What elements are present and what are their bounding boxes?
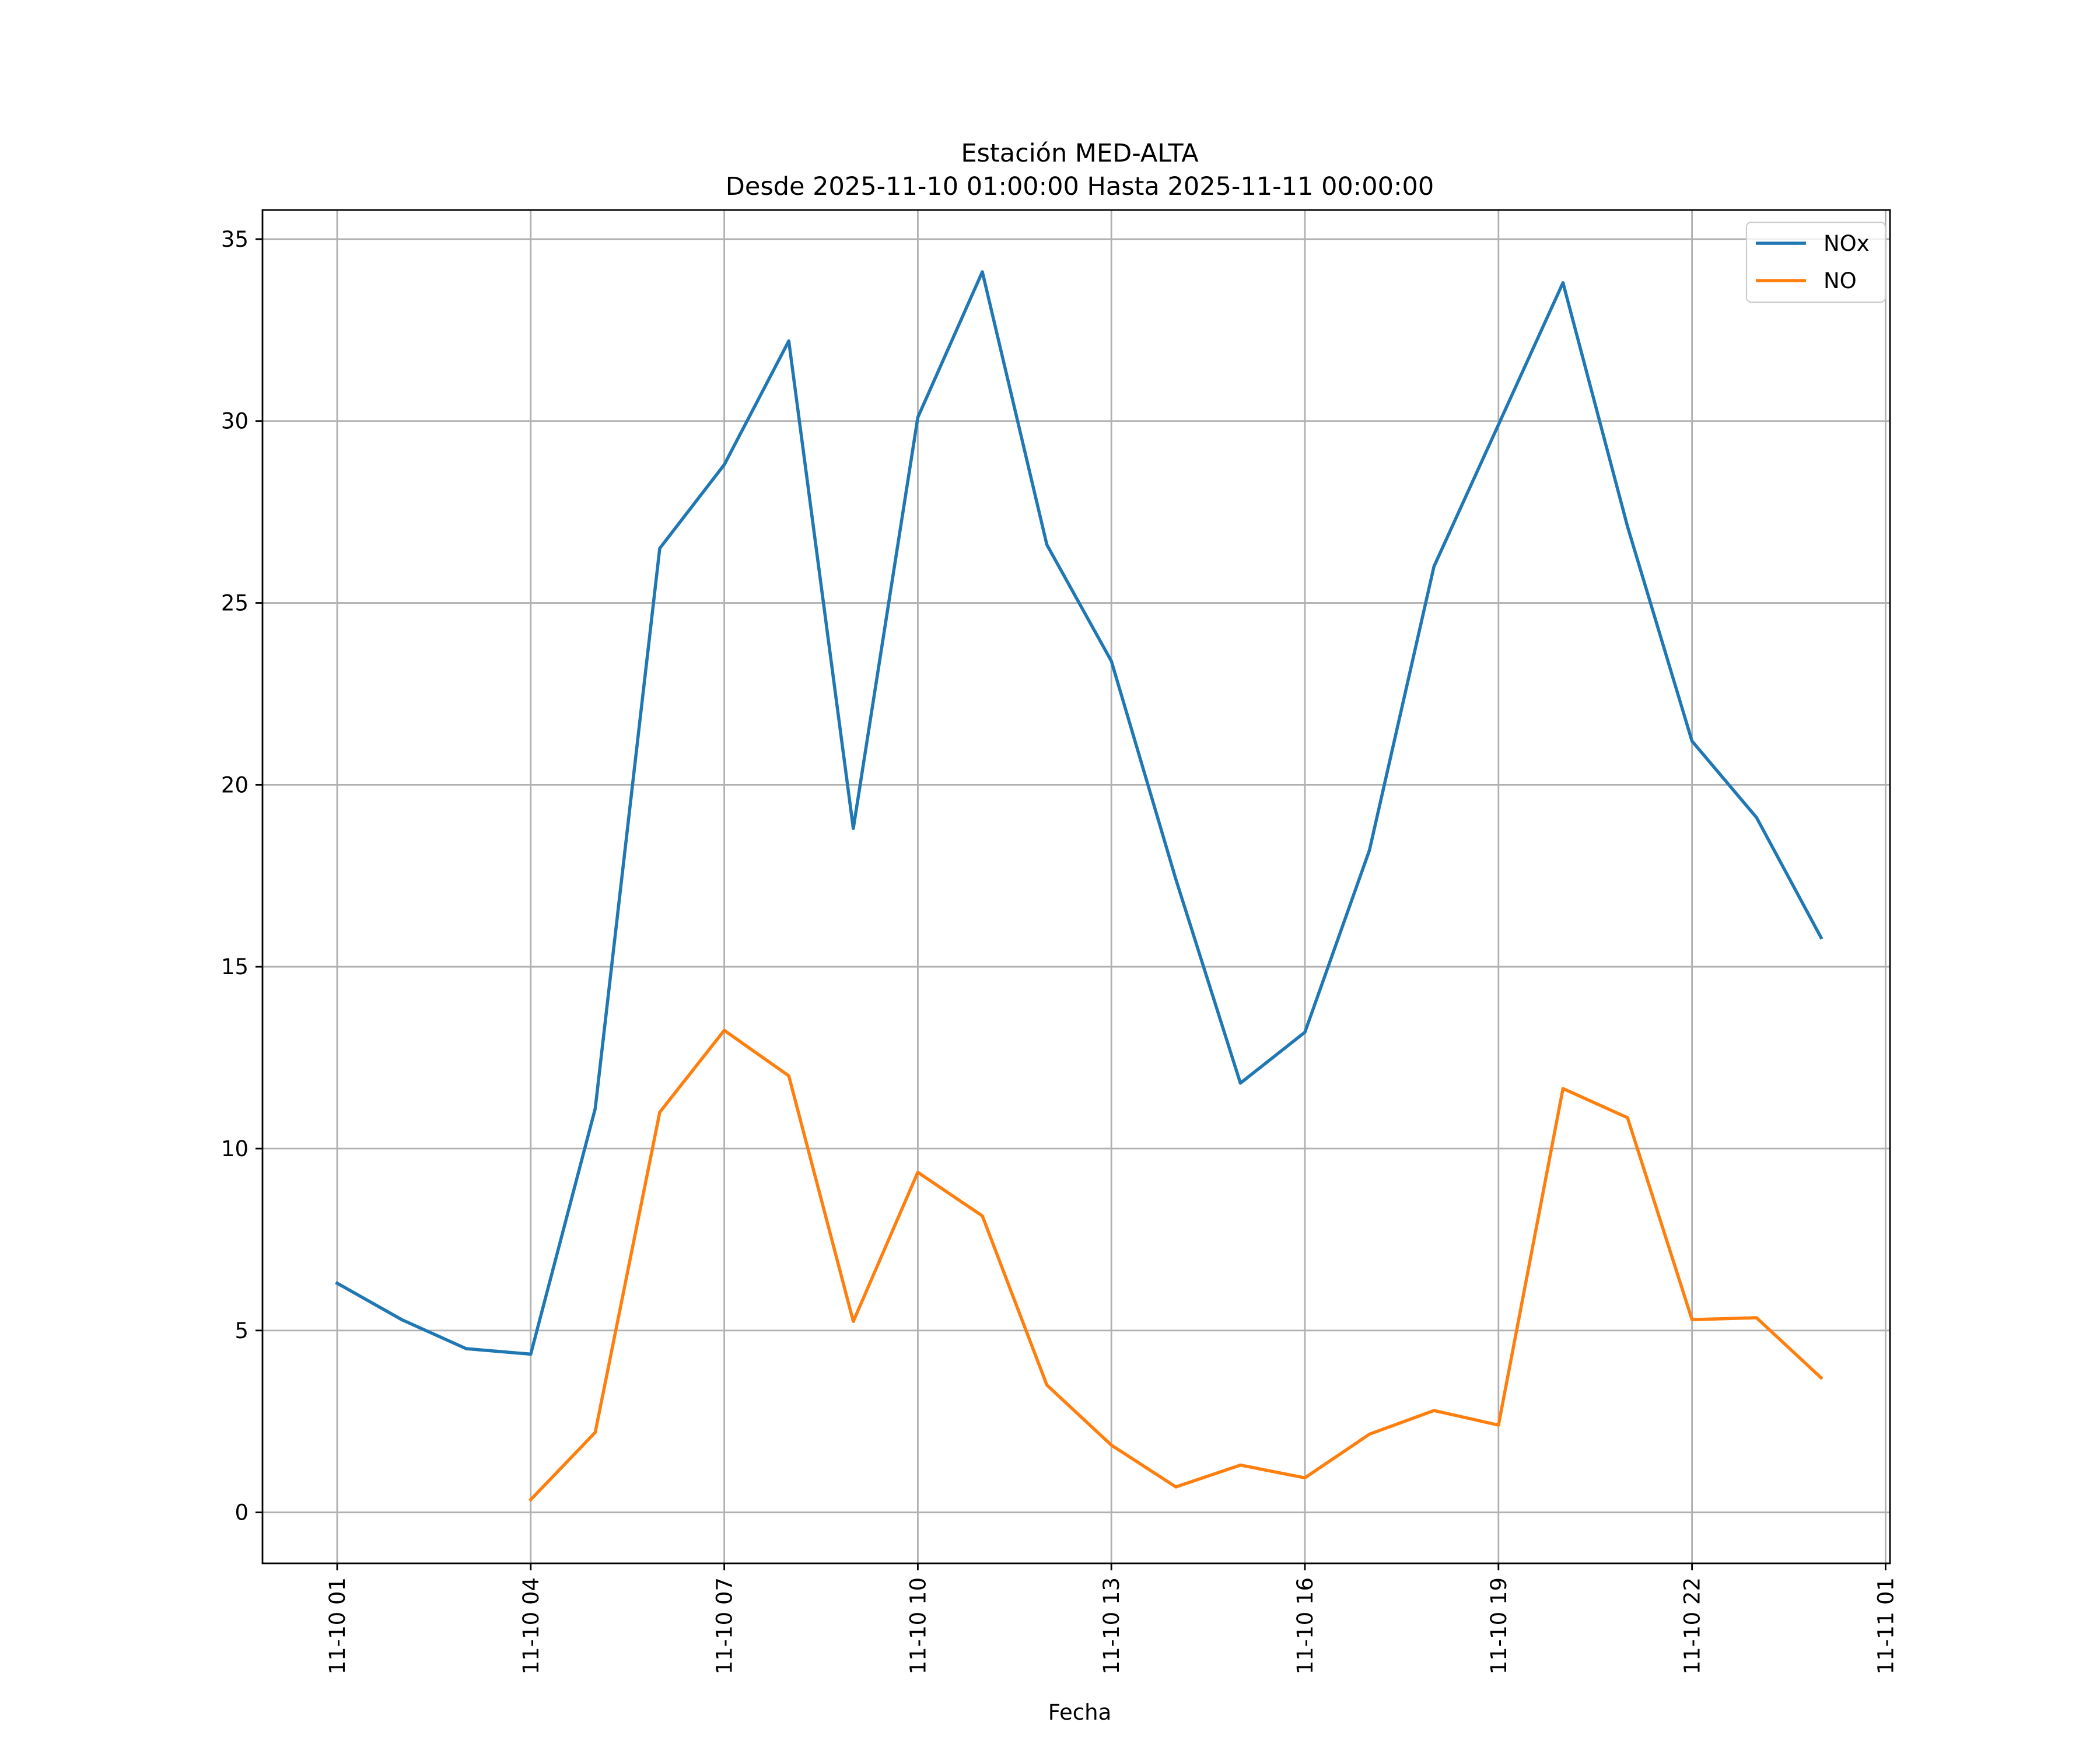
series-line-no [528, 1028, 1824, 1502]
y-tick-label: 30 [221, 409, 249, 434]
y-tick-labels: 0 5 10 15 20 25 30 35 [221, 227, 249, 1525]
y-tick-label: 5 [235, 1318, 249, 1343]
x-tick-label: 11-10 19 [1486, 1577, 1511, 1674]
x-tick-label: 11-10 22 [1680, 1577, 1705, 1674]
chart-title-line-1: Estación MED-ALTA [961, 139, 1199, 168]
x-tick-label: 11-10 04 [519, 1577, 544, 1674]
y-tick-label: 25 [221, 591, 249, 616]
x-tick-label: 11-10 07 [712, 1577, 737, 1674]
x-tick-label: 11-11 01 [1873, 1577, 1898, 1674]
grid-lines [262, 210, 1890, 1563]
y-tick-label: 20 [221, 772, 249, 797]
plot-area-frame [261, 209, 1891, 1564]
series-line-nox [335, 270, 1824, 1356]
x-tick-label: 11-10 16 [1293, 1577, 1318, 1674]
chart-title-line-2: Desde 2025-11-10 01:00:00 Hasta 2025-11-… [726, 172, 1434, 201]
axis-ticks [256, 238, 1887, 1570]
x-tick-label: 11-10 01 [325, 1577, 350, 1674]
x-tick-label: 11-10 10 [905, 1577, 930, 1674]
y-tick-label: 10 [221, 1136, 249, 1161]
legend-label-nox: NOx [1824, 231, 1870, 256]
x-axis-label: Fecha [1048, 1700, 1112, 1725]
legend: NOx NO [1745, 221, 1887, 303]
y-tick-label: 35 [221, 227, 249, 252]
chart-title: Estación MED-ALTA Desde 2025-11-10 01:00… [726, 139, 1434, 201]
x-tick-labels: 11-10 01 11-10 04 11-10 07 11-10 10 11-10 13… [325, 1577, 1898, 1674]
x-tick-label: 11-10 13 [1099, 1577, 1124, 1674]
y-tick-label: 0 [235, 1500, 249, 1525]
y-tick-label: 15 [221, 954, 249, 979]
series-layer [335, 270, 1824, 1502]
legend-label-no: NO [1824, 268, 1857, 293]
